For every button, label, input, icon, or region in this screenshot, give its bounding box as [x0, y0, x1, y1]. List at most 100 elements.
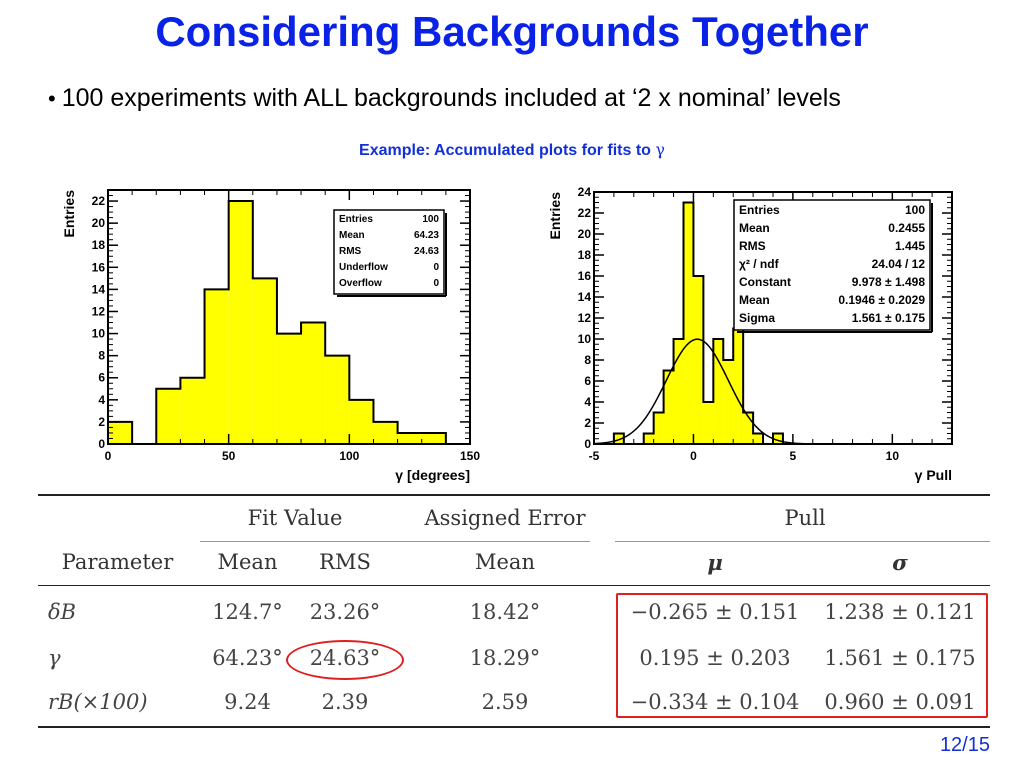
y-tick-label: 4: [584, 395, 591, 409]
y-tick-label: 20: [92, 216, 106, 230]
stats-label: Constant: [739, 275, 791, 289]
x-tick-label: -5: [589, 449, 600, 463]
stats-value: 1.445: [895, 239, 925, 253]
cell-parameter: δB: [48, 600, 77, 624]
cell-mean: 64.23°: [212, 646, 283, 670]
stats-value: 0: [433, 278, 439, 289]
header-mu: μ: [707, 550, 723, 575]
header-mean: Mean: [217, 550, 278, 574]
stats-value: 24.63: [414, 246, 439, 257]
stats-label: RMS: [739, 239, 766, 253]
header-sigma: σ: [892, 550, 908, 575]
header-pull: Pull: [784, 506, 826, 530]
stats-box: [333, 209, 445, 295]
histogram-bar: [773, 433, 783, 444]
histogram-bar: [753, 433, 764, 444]
x-axis-label: γ [degrees]: [395, 467, 470, 483]
bullet-text: 100 experiments with ALL backgrounds inc…: [61, 84, 841, 112]
cell-mu: −0.265 ± 0.151: [630, 600, 800, 624]
x-tick-label: 150: [460, 449, 480, 463]
caption-symbol: γ: [655, 140, 665, 159]
histogram-bar: [397, 432, 422, 444]
rms-highlight-ellipse: [286, 640, 404, 680]
histogram-bar: [743, 412, 754, 444]
histogram-bar: [325, 355, 350, 444]
stats-label: Mean: [739, 221, 770, 235]
stats-label: Mean: [339, 230, 365, 241]
header-rms: RMS: [319, 550, 371, 574]
y-tick-label: 12: [578, 311, 592, 325]
plot-caption: Example: Accumulated plots for fits to γ: [0, 140, 1024, 160]
histogram-outline: [612, 201, 793, 445]
cell-parameter: γ: [48, 646, 61, 670]
y-tick-label: 22: [578, 206, 592, 220]
cell-error: 18.42°: [469, 600, 541, 624]
histogram-bar: [276, 333, 302, 444]
histogram-bar: [108, 421, 133, 444]
histogram-bar: [723, 360, 734, 444]
cell-sigma: 1.238 ± 0.121: [824, 600, 976, 624]
page-number: 12/15: [939, 734, 990, 756]
stats-label: Sigma: [739, 311, 775, 325]
histogram-bar: [252, 278, 277, 444]
stats-label: Underflow: [339, 262, 388, 273]
y-tick-label: 10: [92, 327, 106, 341]
y-tick-label: 16: [578, 269, 592, 283]
histogram-bar: [373, 421, 398, 444]
histogram-outline: [107, 200, 447, 445]
histogram-bar: [683, 202, 694, 444]
cell-mean: 9.24: [224, 690, 271, 714]
pull-highlight-box: [616, 593, 988, 718]
stats-label: Entries: [739, 203, 780, 217]
table-header-rule: [38, 585, 990, 586]
slide-title: Considering Backgrounds Together: [155, 8, 869, 55]
histogram-bar: [703, 402, 714, 444]
x-tick-label: 10: [886, 449, 900, 463]
cell-parameter: rB(×100): [48, 690, 148, 714]
stats-value: 0: [433, 262, 439, 273]
y-tick-label: 0: [98, 437, 105, 451]
histogram-bar: [653, 412, 664, 444]
histogram-bar: [613, 433, 624, 444]
histogram-bar: [693, 276, 704, 444]
histogram-bar: [156, 388, 181, 444]
x-tick-label: 50: [222, 449, 236, 463]
header-fit-value: Fit Value: [247, 506, 343, 530]
histogram-bar: [349, 399, 374, 444]
x-tick-label: 100: [339, 449, 359, 463]
table-group-rule-fit: [200, 541, 590, 542]
stats-value: 0.1946 ± 0.2029: [838, 293, 925, 307]
histogram-bar: [713, 339, 724, 444]
stats-value: 0.2455: [888, 221, 925, 235]
x-axis-label: γ Pull: [915, 467, 952, 483]
y-tick-label: 2: [584, 416, 591, 430]
histogram-bar: [643, 433, 654, 444]
table-bottom-rule: [38, 726, 990, 728]
stats-value: 100: [422, 214, 439, 225]
header-parameter: Parameter: [61, 550, 174, 574]
cell-error: 18.29°: [469, 646, 541, 670]
histogram-bar: [673, 339, 684, 444]
y-axis-label: Entries: [61, 190, 77, 238]
x-tick-label: 0: [690, 449, 697, 463]
stats-label: Mean: [739, 293, 770, 307]
stats-value: 100: [905, 203, 925, 217]
histogram-bar: [180, 377, 205, 444]
y-tick-label: 0: [584, 437, 591, 451]
cell-error: 2.59: [481, 690, 529, 714]
y-tick-label: 16: [92, 260, 106, 274]
y-tick-label: 22: [92, 194, 106, 208]
histogram-bar: [301, 322, 326, 444]
cell-rms: 23.26°: [309, 600, 381, 624]
y-axis-label: Entries: [547, 192, 563, 240]
stats-label: Overflow: [339, 278, 382, 289]
cell-mu: 0.195 ± 0.203: [639, 646, 791, 670]
stats-value: 1.561 ± 0.175: [852, 311, 926, 325]
histogram-gamma: 0 2 4 6 8 10 12 14 16 18 20 22 0 50 100 150 Entries γ [de…: [61, 189, 480, 483]
histogram-bar: [663, 370, 674, 444]
cell-rms: 2.39: [321, 690, 369, 714]
table-group-rule-pull: [615, 541, 990, 542]
histogram-bar: [421, 432, 446, 444]
stats-value: 64.23: [414, 230, 439, 241]
